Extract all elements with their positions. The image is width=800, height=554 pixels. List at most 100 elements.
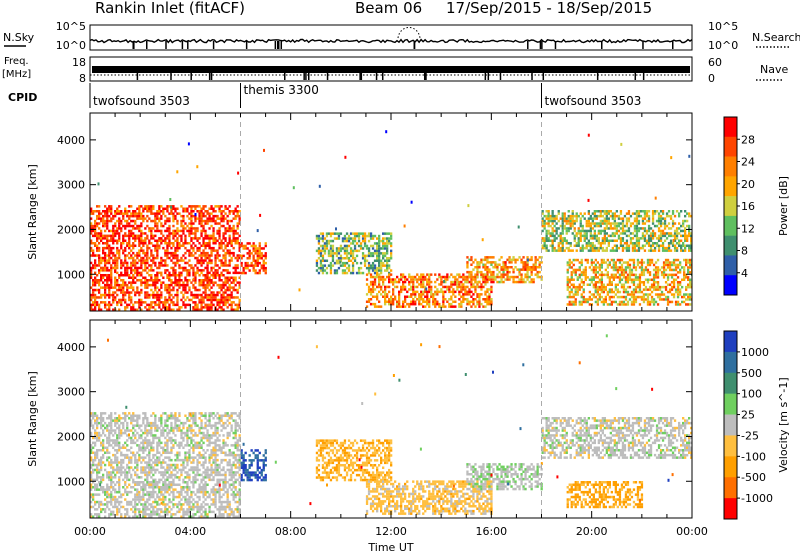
echo-cell [365,247,369,250]
echo-cell [596,285,599,289]
echo-cell [210,224,213,228]
echo-cell [365,244,369,248]
echo-cell [532,278,535,281]
echo-cell [653,232,657,235]
echo-cell [363,261,367,265]
echo-cell [520,258,523,262]
echo-cell [140,242,143,245]
echo-cell [452,300,455,303]
echo-cell [373,252,377,255]
echo-cell [600,266,603,269]
echo-cell [202,249,205,252]
echo-cell [200,254,203,257]
echo-cell [222,217,225,220]
echo-cell [512,275,515,279]
echo-cell [689,293,692,296]
echo-cell [386,252,389,255]
echo-cell [130,296,133,299]
echo-cell [200,271,203,275]
echo-cell [198,205,201,208]
echo-cell [412,288,415,291]
echo-cell [337,257,341,260]
echo-cell [176,207,179,210]
echo-cell [345,266,349,270]
echo-cell [98,227,101,230]
echo-cell [92,212,95,215]
echo-cell [628,293,632,296]
echo-cell [120,229,123,233]
echo-cell [679,293,682,296]
echo-cell [458,302,461,306]
echo-cell [146,214,149,218]
echo-cell [256,252,259,255]
echo-cell [563,214,566,218]
echo-cell [351,266,355,270]
echo-cell [580,261,583,264]
echo-cell [690,242,692,245]
echo-cell [643,222,647,225]
echo-cell [559,239,562,242]
echo-cell [502,261,505,264]
echo-cell [100,444,103,447]
echo-cell [200,281,203,284]
echo-cell [530,280,533,284]
echo-cell [363,234,367,238]
echo-cell [378,242,381,245]
echo-cell [661,234,665,238]
echo-cell [90,414,93,417]
echo-cell [106,426,109,430]
echo-cell [679,288,682,291]
echo-cell [520,273,523,276]
echo-cell [214,271,217,275]
echo-cell [635,222,639,225]
echo-cell [144,269,147,272]
echo-cell [184,298,187,302]
echo-cell [194,301,197,304]
echo-cell [224,301,227,304]
echo-cell [679,263,682,267]
echo-cell [670,281,674,284]
echo-cell [426,295,429,298]
echo-cell [460,300,463,303]
echo-cell [524,263,527,266]
echo-cell [190,217,193,220]
echo-cell [390,254,393,258]
echo-cell [154,224,157,228]
echo-cell [412,298,415,301]
echo-cell [94,421,97,425]
echo-cell [140,298,143,302]
echo-cell [687,283,690,286]
echo-cell [660,266,664,269]
echo-cell [378,249,381,253]
echo-cell [216,251,219,255]
echo-cell [216,271,219,275]
echo-cell [108,244,111,247]
echo-cell [130,264,133,267]
echo-cell [563,239,566,242]
nsky-tick-top: 10^5 [56,20,86,33]
echo-cell [182,224,185,228]
echo-cell [218,266,221,270]
echo-cell [418,298,421,301]
echo-cell [617,214,621,218]
echo-cell [194,232,197,235]
echo-cell [188,229,191,233]
echo-cell [424,285,427,289]
echo-cell [670,293,674,296]
echo-cell [234,264,237,267]
echo-cell [150,274,153,277]
echo-cell [665,212,669,215]
echo-cell [214,281,217,284]
echo-cell [384,288,387,291]
echo-cell [222,291,225,294]
echo-cell [202,205,205,208]
echo-cell [561,249,564,252]
echo-cell [600,300,603,304]
echo-cell [577,232,580,235]
echo-cell [662,266,666,269]
echo-cell [94,296,97,299]
echo-cell [551,234,554,238]
echo-cell [246,247,249,250]
echo-cell [378,305,381,308]
echo-cell [572,285,575,289]
